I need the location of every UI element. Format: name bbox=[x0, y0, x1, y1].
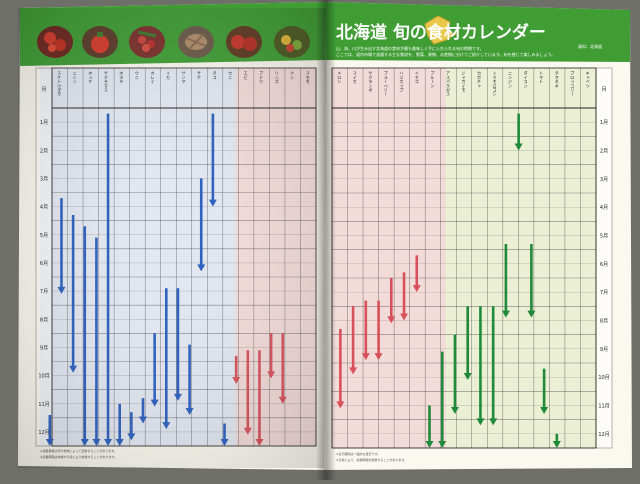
season-arrow-head bbox=[501, 310, 510, 318]
season-arrow-head bbox=[361, 353, 370, 361]
season-arrow-head bbox=[476, 418, 485, 426]
season-arrow-head bbox=[336, 401, 345, 409]
book-gutter bbox=[316, 0, 336, 480]
month-label: 4月 bbox=[600, 205, 608, 211]
right-footnote-1: ※表示期間は一般的な目安です。 bbox=[336, 451, 380, 456]
calendar-title: 北海道 旬の食材カレンダー bbox=[336, 22, 546, 43]
month-label: 1月 bbox=[600, 120, 608, 126]
column-header-4: ブルーベリー bbox=[384, 70, 389, 96]
column-header-5: ハスカップ bbox=[399, 71, 404, 92]
month-label: 2月 bbox=[600, 149, 608, 155]
right-page: 北海道 旬の食材カレンダー 山、海、川が生み出す北海道の食材が最も美味しく手に入… bbox=[324, 2, 632, 470]
month-label: 6月 bbox=[600, 262, 608, 268]
right-column-headers: メロン スイカ サクランボ ブルーベリー ハスカップ イチゴ プルーン アスパラガス ジャガイモ… bbox=[337, 70, 590, 97]
month-label: 3月 bbox=[600, 177, 608, 183]
season-arrow-head bbox=[527, 310, 536, 318]
column-header-12: ニンジン bbox=[508, 71, 513, 89]
column-header-1: メロン bbox=[337, 71, 342, 84]
column-header-17: キャベツ bbox=[586, 71, 591, 88]
season-arrow-head bbox=[425, 441, 434, 448]
season-arrow-head bbox=[400, 313, 409, 321]
month-label: 10月 bbox=[598, 375, 609, 381]
hokkaido-map-icon bbox=[424, 15, 458, 45]
column-header-11: トウモロコシ bbox=[493, 71, 498, 97]
left-page: スケトウダラニシンホッケサクラマスホタテウニカレイイカサンマサケタコカニエビブド… bbox=[18, 2, 326, 470]
season-arrow-head bbox=[349, 367, 358, 375]
season-arrow-head bbox=[450, 407, 459, 414]
month-label: 5月 bbox=[600, 234, 608, 240]
column-header-2: スイカ bbox=[353, 71, 358, 85]
source-note: 資料：北海道 bbox=[578, 43, 602, 49]
season-arrow-head bbox=[412, 285, 421, 293]
column-header-13: ダイコン bbox=[524, 70, 529, 89]
season-arrow-head bbox=[514, 143, 523, 151]
column-header-8: アスパラガス bbox=[446, 71, 451, 97]
right-green-section bbox=[446, 68, 596, 448]
season-arrow-head bbox=[540, 407, 549, 414]
right-season-arrows bbox=[336, 113, 561, 448]
column-header-10: カボチャ bbox=[477, 71, 482, 88]
season-arrow-head bbox=[387, 316, 396, 324]
right-footnote-2: ※天候により、収穫時期が前後することがあります。 bbox=[336, 457, 407, 462]
column-header-16: ブロッコリー bbox=[570, 70, 575, 96]
calendar-subtitle-1: 山、海、川が生み出す北海道の食材が最も美味しく手に入れられる旬の時期です。 bbox=[336, 45, 484, 51]
right-title-banner bbox=[326, 2, 630, 62]
season-arrow-head bbox=[552, 441, 561, 448]
right-red-section bbox=[332, 68, 446, 448]
month-label: 9月 bbox=[600, 347, 608, 353]
month-label: 7月 bbox=[600, 290, 608, 296]
column-header-15: タマネギ bbox=[555, 71, 560, 88]
column-header-7: プルーン bbox=[430, 71, 435, 89]
month-label: 11月 bbox=[598, 404, 609, 410]
month-label: 8月 bbox=[600, 319, 608, 325]
season-arrow-head bbox=[489, 418, 498, 426]
column-header-14: トマト bbox=[539, 71, 544, 84]
season-arrow-head bbox=[438, 441, 447, 448]
column-header-6: イチゴ bbox=[415, 71, 420, 84]
right-month-labels: 月 1月 2月 3月 4月 5月 6月 7月 8月 9月 10月 11月 12月 bbox=[598, 87, 609, 438]
calendar-subtitle-2: ここでは、道内市場で流通する主な食材を、野菜、果物、水産物に分けてご紹介していま… bbox=[336, 51, 555, 57]
month-label: 12月 bbox=[598, 432, 609, 438]
month-column-header: 月 bbox=[601, 87, 606, 93]
column-header-3: サクランボ bbox=[368, 71, 373, 93]
left-shading bbox=[18, 8, 326, 468]
column-header-9: ジャガイモ bbox=[462, 71, 467, 92]
season-arrow-head bbox=[463, 373, 472, 380]
season-arrow-head bbox=[374, 353, 383, 361]
